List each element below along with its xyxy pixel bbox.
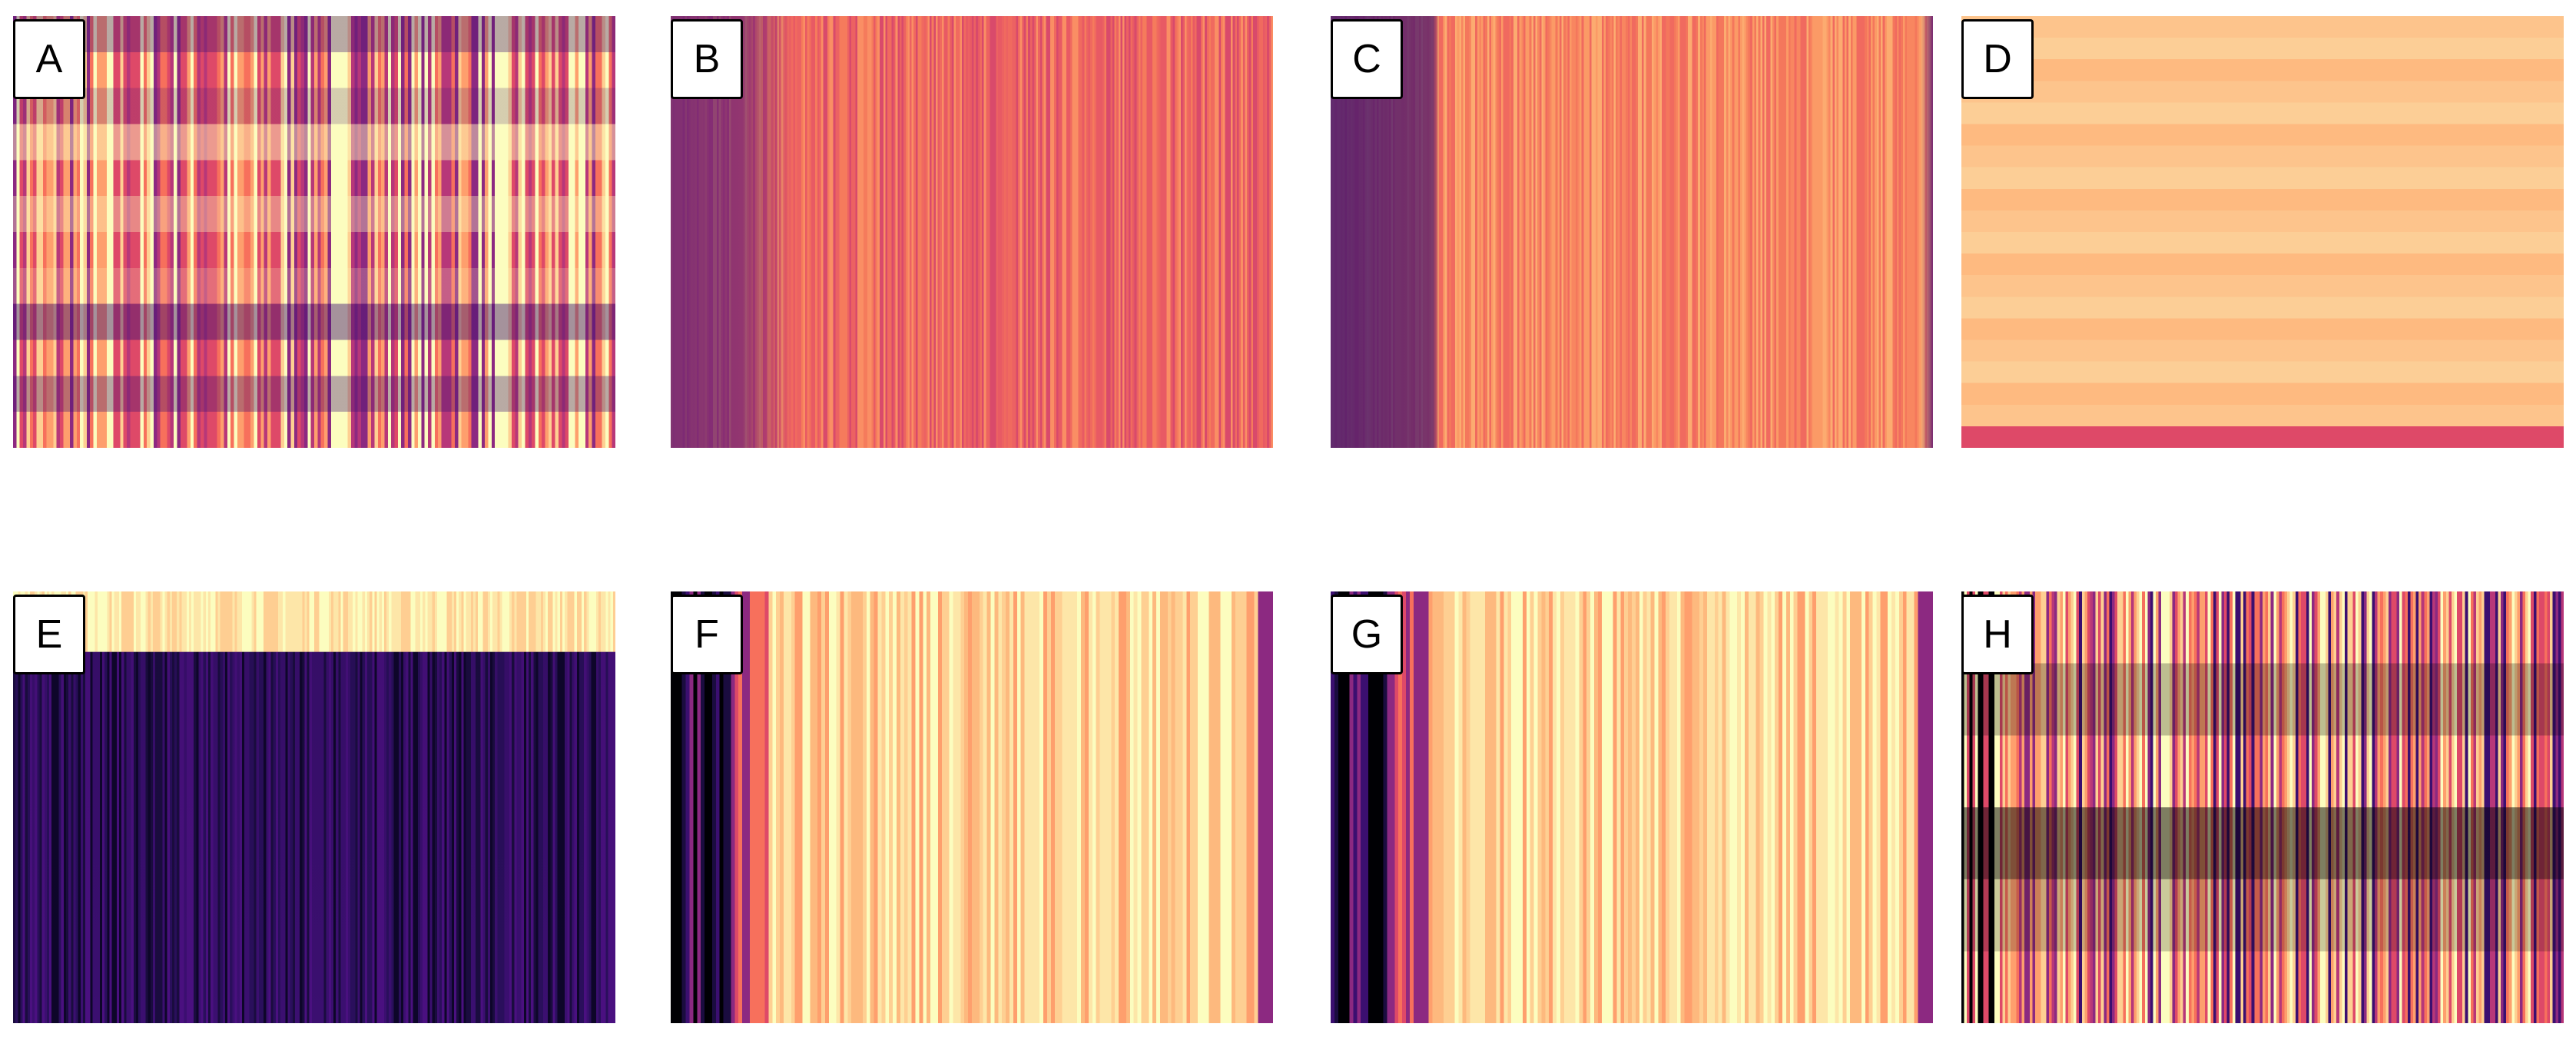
panel-label: D <box>1961 19 2034 99</box>
panel-label: A <box>13 19 85 99</box>
heatmap-panel: C <box>1331 16 1933 448</box>
panel-label: E <box>13 595 85 674</box>
panel-label: H <box>1961 595 2034 674</box>
panel-label: C <box>1331 19 1403 99</box>
heatmap-panel: D <box>1961 16 2564 448</box>
heatmap-panel: E <box>13 591 615 1023</box>
panel-label: B <box>671 19 743 99</box>
panel-label: F <box>671 595 743 674</box>
heatmap-panel: F <box>671 591 1273 1023</box>
panel-label: G <box>1331 595 1403 674</box>
heatmap-panel: H <box>1961 591 2564 1023</box>
heatmap-panel: G <box>1331 591 1933 1023</box>
heatmap-panel: B <box>671 16 1273 448</box>
heatmap-panel: A <box>13 16 615 448</box>
